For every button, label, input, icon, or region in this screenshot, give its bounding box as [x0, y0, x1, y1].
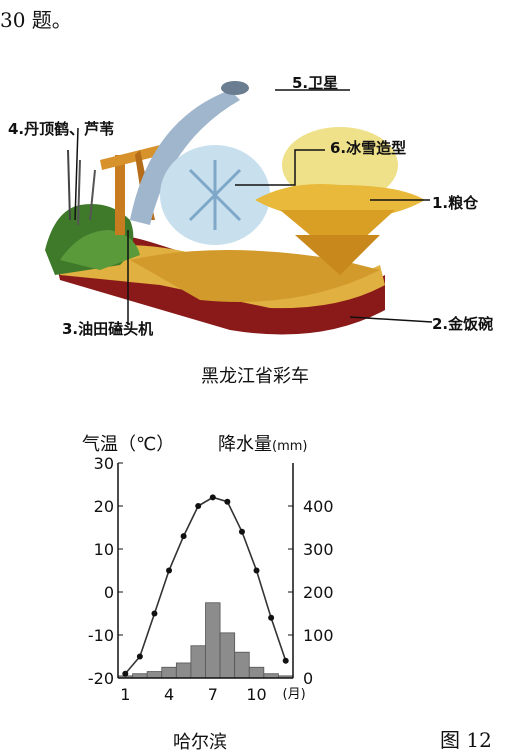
label-granary: 1.粮仓	[432, 194, 479, 212]
month-tick-label: 10	[246, 685, 266, 704]
month-tick-label: 7	[208, 685, 218, 704]
temperature-point	[122, 670, 129, 677]
label-golden-bowl: 2.金饭碗	[432, 315, 494, 333]
temp-tick-label: -10	[88, 626, 114, 645]
label-ice-sculpture: 6.冰雪造型	[330, 139, 407, 157]
temperature-point	[253, 567, 260, 574]
precip-tick-label: 0	[303, 669, 313, 688]
temperature-point	[180, 533, 187, 540]
precip-tick-label: 400	[303, 497, 334, 516]
precip-bar	[248, 666, 265, 679]
float-caption: 黑龙江省彩车	[201, 366, 309, 387]
temp-tick-label: -20	[88, 669, 114, 688]
temp-tick-label: 20	[94, 497, 114, 516]
precip-tick-label: 100	[303, 626, 334, 645]
temperature-point	[268, 614, 275, 621]
temp-tick-label: 0	[104, 583, 114, 602]
precip-bar	[146, 671, 163, 679]
precip-bar	[219, 632, 236, 679]
temperature-point	[209, 494, 216, 501]
month-tick-label: 1	[120, 685, 130, 704]
precip-tick-label: 300	[303, 540, 334, 559]
temperature-point	[282, 657, 289, 664]
left-axis-label: 气温（℃）	[82, 434, 175, 455]
precip-bar	[175, 662, 192, 679]
temperature-point	[151, 610, 158, 617]
temperature-line	[124, 496, 287, 675]
temperature-point	[224, 498, 231, 505]
figure-number: 图 12	[440, 728, 492, 752]
right-axis-label: 降水量(mm)	[218, 434, 308, 455]
header-fragment: 30 题。	[0, 8, 72, 32]
chart-caption: 哈尔滨	[173, 732, 227, 753]
temperature-point	[136, 653, 143, 660]
month-tick-label: 4	[164, 685, 174, 704]
temp-tick-label: 10	[94, 540, 114, 559]
precip-bar	[205, 602, 221, 679]
precip-bar	[190, 645, 206, 679]
x-unit-label: (月)	[283, 687, 306, 702]
float-illustration	[45, 81, 433, 335]
temperature-point	[166, 567, 173, 574]
precip-bar	[161, 666, 177, 679]
temperature-point	[238, 528, 245, 535]
label-satellite: 5.卫星	[292, 74, 339, 92]
precip-bar	[234, 651, 250, 679]
temp-tick-label: 30	[94, 454, 114, 473]
label-oil-pump: 3.油田磕头机	[62, 320, 154, 338]
precip-tick-label: 200	[303, 583, 334, 602]
label-crane-reeds: 4.丹顶鹤、芦苇	[8, 120, 115, 138]
temperature-point	[195, 503, 202, 509]
